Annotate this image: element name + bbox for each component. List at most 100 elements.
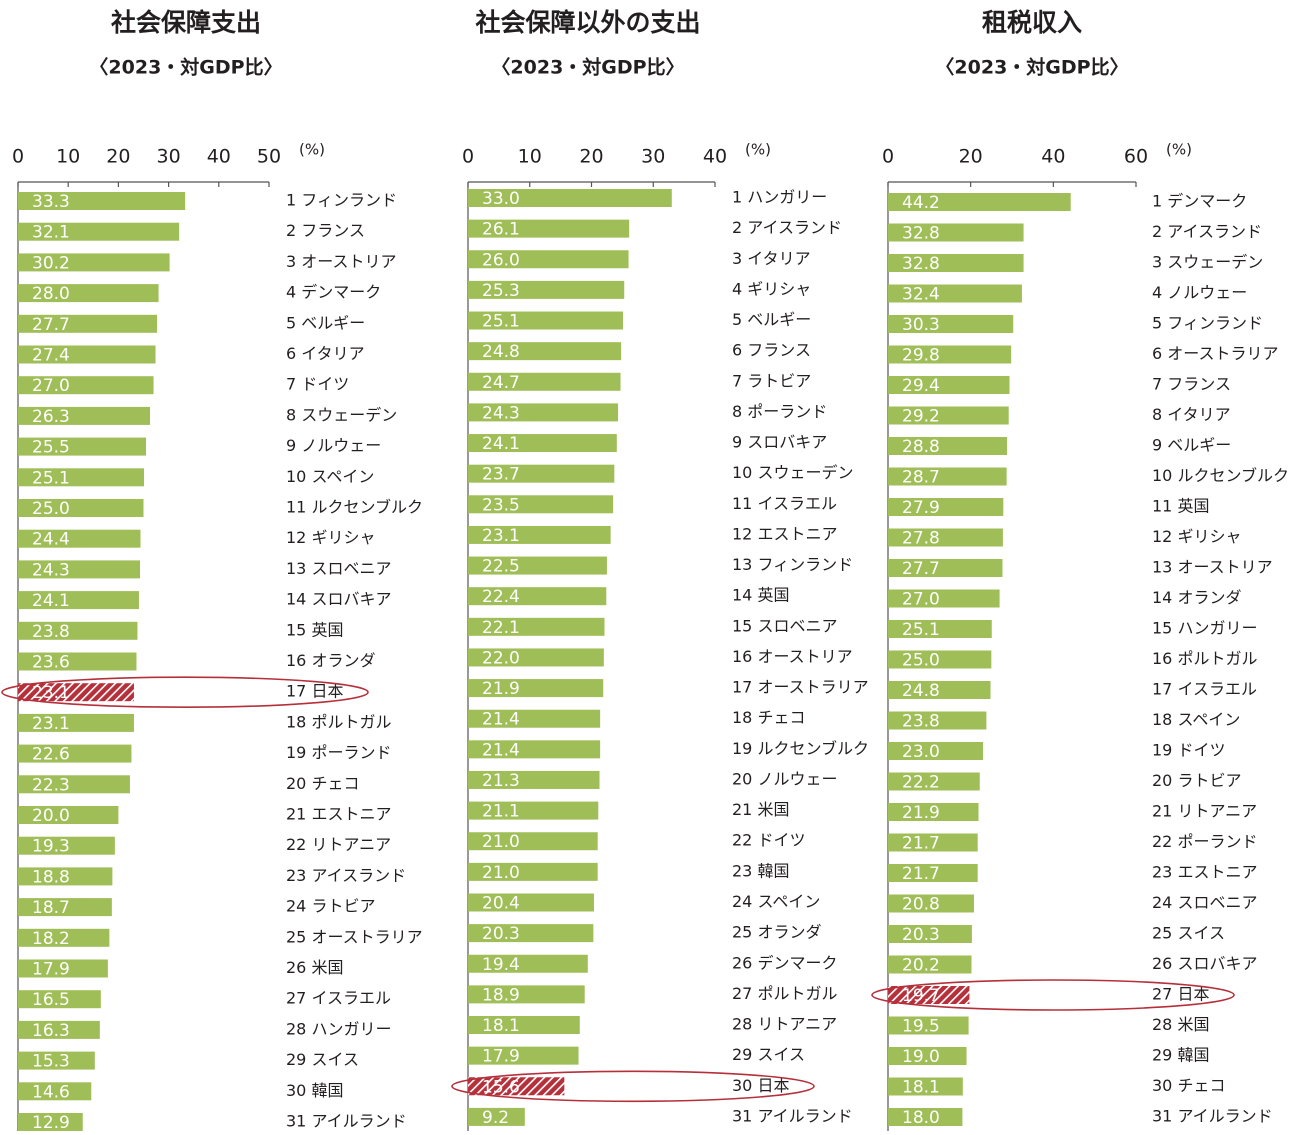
category-label: 5 フィンランド (1152, 314, 1263, 333)
category-label: 28 リトアニア (732, 1015, 837, 1034)
category-label: 26 スロバキア (1152, 954, 1257, 973)
bar (18, 1051, 95, 1070)
x-tick-label: 40 (703, 146, 727, 168)
bar (468, 372, 621, 391)
bar (18, 836, 115, 855)
category-label: 27 日本 (1152, 985, 1209, 1004)
value-label: 23.1 (482, 526, 520, 546)
unit-label: (%) (745, 141, 771, 159)
category-label: 11 英国 (1152, 497, 1209, 516)
category-label: 14 オランダ (1152, 588, 1241, 607)
value-label: 24.3 (32, 560, 70, 580)
value-label: 25.1 (32, 468, 70, 488)
bar (18, 775, 130, 794)
value-label: 26.3 (32, 407, 70, 427)
category-label: 8 ポーランド (732, 402, 827, 421)
bar (888, 620, 992, 638)
value-label: 18.9 (482, 985, 520, 1005)
category-label: 15 英国 (286, 620, 343, 639)
bar (888, 406, 1009, 425)
category-label: 19 ポーランド (286, 743, 391, 762)
value-label: 22.3 (32, 775, 70, 795)
category-label: 14 英国 (732, 586, 789, 605)
category-label: 31 アイルランド (286, 1112, 407, 1131)
value-label: 21.0 (482, 863, 520, 883)
value-label: 27.0 (32, 376, 70, 396)
category-label: 16 ポルトガル (1152, 649, 1257, 668)
value-label: 22.4 (482, 587, 520, 607)
category-label: 2 フランス (286, 221, 365, 240)
bar (468, 617, 605, 636)
category-label: 18 スペイン (1152, 710, 1240, 729)
x-tick-label: 50 (257, 146, 281, 168)
bar (888, 864, 978, 882)
category-label: 30 チェコ (1152, 1076, 1225, 1095)
category-label: 7 ドイツ (286, 375, 349, 394)
value-label: 9.2 (482, 1108, 509, 1128)
bar (468, 1016, 580, 1035)
category-label: 29 韓国 (1152, 1046, 1209, 1065)
value-label: 18.2 (32, 929, 70, 949)
bar (888, 894, 974, 913)
value-label: 27.4 (32, 346, 70, 366)
value-label: 27.7 (902, 559, 940, 579)
category-label: 27 イスラエル (286, 989, 391, 1008)
bar (468, 709, 601, 728)
bar (18, 713, 134, 732)
value-label: 25.1 (902, 620, 940, 640)
bar (18, 959, 108, 978)
category-label: 30 日本 (732, 1076, 789, 1095)
bar (18, 529, 141, 548)
x-tick-label: 20 (106, 146, 130, 168)
value-label: 28.7 (902, 468, 940, 488)
bar (468, 556, 607, 575)
value-label: 23.1 (32, 683, 70, 703)
value-label: 21.4 (482, 740, 520, 760)
bar (888, 223, 1024, 242)
bar (888, 467, 1007, 486)
x-tick-label: 30 (641, 146, 665, 168)
bar (18, 990, 101, 1009)
bar (468, 250, 629, 269)
bar (888, 955, 972, 974)
value-label: 20.8 (902, 895, 940, 915)
bar (888, 833, 978, 852)
value-label: 32.8 (902, 254, 940, 274)
x-tick-label: 20 (579, 146, 603, 168)
value-label: 21.9 (902, 803, 940, 823)
category-label: 4 ギリシャ (732, 279, 811, 298)
bar (18, 1020, 100, 1039)
value-label: 23.5 (482, 495, 520, 515)
bar (18, 928, 110, 947)
value-label: 29.4 (902, 376, 940, 396)
value-label: 24.1 (482, 434, 520, 454)
bar (888, 681, 991, 699)
bar (468, 403, 619, 422)
category-label: 20 ラトビア (1152, 771, 1241, 790)
value-label: 20.4 (482, 893, 520, 913)
value-label: 23.1 (32, 714, 70, 734)
value-label: 26.0 (482, 250, 520, 270)
category-label: 26 米国 (286, 958, 343, 977)
value-label: 32.4 (902, 285, 940, 305)
value-label: 29.8 (902, 346, 940, 366)
value-label: 20.3 (902, 925, 940, 945)
bar (18, 744, 132, 763)
highlight-ring (1, 676, 369, 709)
value-label: 27.7 (32, 315, 70, 335)
bar (18, 253, 170, 272)
category-label: 28 ハンガリー (286, 1019, 391, 1038)
bar (18, 683, 134, 702)
category-label: 24 スロベニア (1152, 893, 1257, 912)
x-tick-label: 20 (959, 146, 983, 168)
bar (18, 499, 144, 517)
category-label: 9 ベルギー (1152, 436, 1231, 455)
category-label: 18 ポルトガル (286, 712, 391, 731)
category-label: 4 ノルウェー (1152, 283, 1247, 302)
bar (468, 832, 598, 851)
value-label: 15.3 (32, 1052, 70, 1072)
bar (888, 986, 970, 1004)
value-label: 26.1 (482, 220, 520, 240)
